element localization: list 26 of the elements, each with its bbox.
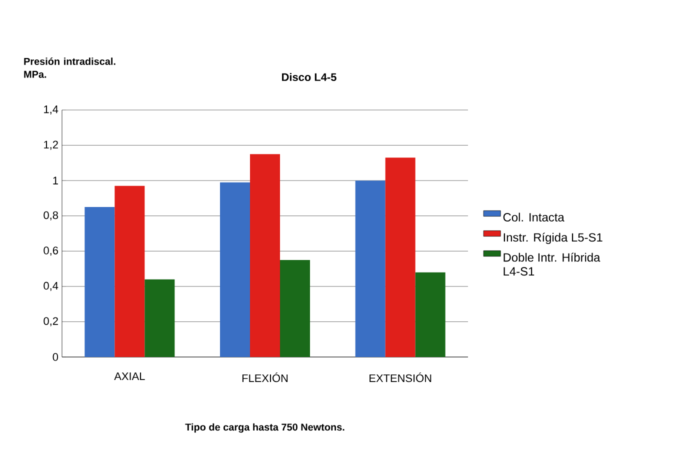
y-tick-label: 0,4	[44, 282, 58, 291]
y-tick-label: 0	[52, 353, 58, 361]
bar	[415, 272, 446, 357]
bar	[385, 158, 416, 357]
y-tick-label: 0,6	[44, 246, 58, 256]
y-tick-label: 0,8	[44, 211, 58, 220]
bar	[84, 207, 115, 357]
x-tick-label: FLEXIÓN	[242, 372, 288, 382]
bar	[280, 260, 310, 357]
y-tick-label: 1	[53, 176, 58, 184]
y-tick-label: 1,2	[44, 140, 58, 150]
bar	[144, 279, 175, 357]
x-axis-title: Tipo de carga hasta 750 Newtons.	[185, 423, 344, 433]
y-tick-label: 0,2	[44, 317, 58, 326]
y-tick-label: 1,4	[44, 106, 58, 114]
legend-label: Instr. Rígida L5-S1	[504, 232, 602, 244]
legend-label: Col. Intacta	[503, 212, 564, 222]
x-tick-label: AXIAL	[114, 372, 145, 380]
chart-title: Disco L4-5	[282, 72, 336, 82]
bar	[355, 180, 386, 357]
bar	[114, 186, 145, 357]
bar	[250, 154, 280, 357]
legend-label: Doble Intr. Híbrida L4-S1	[504, 252, 600, 276]
y-axis-title: Presión intradiscal. MPa.	[24, 58, 116, 78]
bar	[220, 182, 250, 357]
x-tick-label: EXTENSIÓN	[370, 372, 432, 382]
